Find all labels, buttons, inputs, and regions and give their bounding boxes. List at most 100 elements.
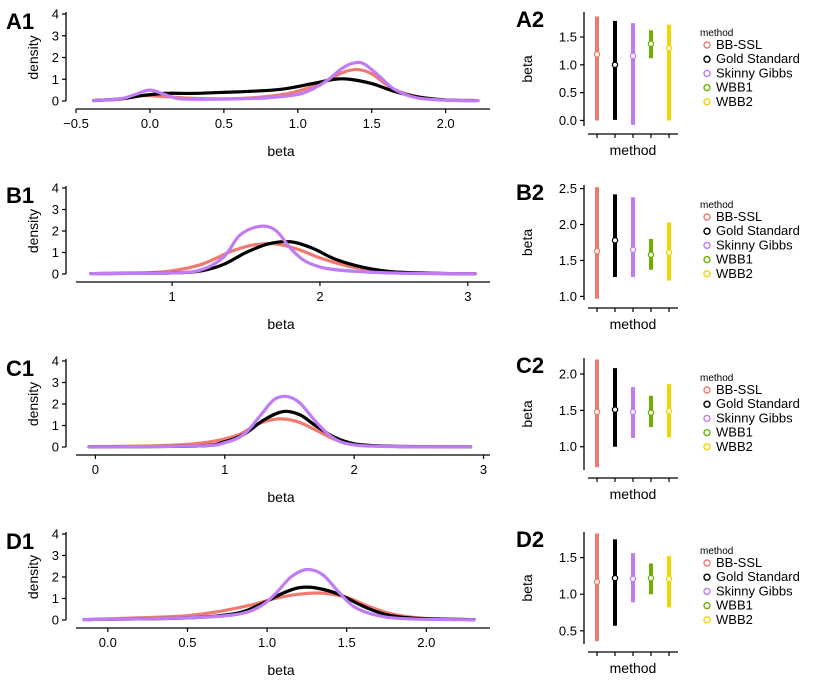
- legend-key-bb-ssl: [703, 559, 711, 567]
- legend-key-wbb2: [703, 443, 711, 451]
- x-tick-label: 3: [464, 289, 471, 304]
- x-tick-label: 0.5: [178, 635, 196, 650]
- x-tick-label: −0.5: [63, 116, 89, 131]
- y-tick-label: 1: [52, 72, 59, 87]
- point-estimate-skinny-gibbs: [629, 408, 637, 416]
- legend-label-skinny-gibbs: Skinny Gibbs: [716, 65, 793, 80]
- point-estimate-wbb2: [665, 249, 673, 256]
- legend-label-wbb2: WBB2: [716, 612, 753, 627]
- point-estimate-gold-standard: [611, 574, 619, 582]
- y-axis-title: beta: [519, 55, 535, 82]
- panel-label: C2: [516, 353, 544, 378]
- x-axis-title: beta: [267, 316, 294, 332]
- y-tick-label: 3: [52, 28, 59, 43]
- point-estimate-wbb1: [647, 409, 655, 416]
- x-tick-label: 2.0: [437, 116, 455, 131]
- y-tick-label: 0: [52, 440, 59, 455]
- y-tick-label: 1: [52, 591, 59, 606]
- legend-label-gold-standard: Gold Standard: [716, 396, 800, 411]
- x-tick-label: 2: [316, 289, 323, 304]
- x-tick-label: 2: [351, 462, 358, 477]
- legend-label-bb-ssl: BB-SSL: [716, 382, 762, 397]
- legend-label-bb-ssl: BB-SSL: [716, 37, 762, 52]
- x-axis-title: method: [610, 486, 657, 502]
- y-axis-title: density: [25, 209, 41, 253]
- point-estimate-skinny-gibbs: [629, 575, 637, 583]
- density-line-bb-ssl: [82, 591, 476, 622]
- panel-B1: B1 0 1 2 3 4 1 2 3 density beta: [6, 181, 490, 332]
- legend-label-skinny-gibbs: Skinny Gibbs: [716, 237, 793, 252]
- x-axis-title: beta: [267, 489, 294, 505]
- y-tick-label: 1.0: [559, 57, 577, 72]
- legend-label-wbb1: WBB1: [716, 252, 753, 267]
- y-tick-label: 0: [52, 267, 59, 282]
- point-estimate-skinny-gibbs: [629, 246, 637, 253]
- y-tick-label: 0.0: [559, 113, 577, 128]
- density-line-skinny-gibbs: [92, 60, 480, 103]
- legend-title: method: [700, 373, 733, 384]
- y-axis-title: density: [25, 555, 41, 599]
- panel-label: C1: [6, 356, 34, 381]
- legend-key-gold-standard: [703, 55, 711, 63]
- y-tick-label: 0: [52, 94, 59, 109]
- legend-key-wbb2: [703, 616, 711, 624]
- point-estimate-gold-standard: [611, 406, 619, 413]
- x-tick-label: 0.0: [99, 635, 117, 650]
- y-tick-label: 4: [52, 354, 59, 369]
- y-tick-label: 0: [52, 613, 59, 628]
- y-tick-label: 1.0: [559, 439, 577, 454]
- point-estimate-wbb1: [647, 251, 655, 258]
- legend-key-gold-standard: [703, 227, 711, 235]
- x-axis-title: method: [610, 660, 657, 676]
- density-line-skinny-gibbs: [82, 567, 476, 622]
- x-tick-label: 0.0: [141, 116, 159, 131]
- point-estimate-bb-ssl: [593, 247, 601, 255]
- panel-label: A1: [6, 9, 34, 34]
- legend-key-skinny-gibbs: [703, 414, 711, 423]
- y-tick-label: 4: [52, 181, 59, 196]
- y-tick-label: 1.5: [559, 253, 577, 268]
- panel-A2: A20.00.51.01.5betamethodmethodBB-SSLGold…: [516, 7, 800, 158]
- point-estimate-gold-standard: [611, 61, 619, 69]
- y-tick-label: 4: [52, 527, 59, 542]
- legend-label-wbb1: WBB1: [716, 425, 753, 440]
- legend-key-wbb1: [703, 428, 711, 437]
- x-axis-title: method: [610, 316, 657, 332]
- legend-key-wbb1: [703, 601, 711, 610]
- y-tick-label: 1.5: [559, 30, 577, 45]
- x-tick-label: 0.5: [215, 116, 233, 131]
- legend-title: method: [700, 28, 733, 39]
- x-tick-label: 0: [92, 462, 99, 477]
- legend-label-wbb1: WBB1: [716, 80, 753, 95]
- point-estimate-wbb1: [647, 574, 655, 582]
- density-line-gold-standard: [87, 409, 473, 449]
- panel-label: A2: [516, 7, 544, 32]
- y-tick-label: 3: [52, 202, 59, 217]
- legend-key-bb-ssl: [703, 213, 711, 221]
- y-tick-label: 2: [52, 224, 59, 239]
- y-tick-label: 1.0: [559, 289, 577, 304]
- legend-key-skinny-gibbs: [703, 241, 711, 250]
- y-tick-label: 0.5: [559, 623, 577, 638]
- y-axis-title: beta: [519, 229, 535, 256]
- y-axis-title: beta: [519, 574, 535, 601]
- point-estimate-bb-ssl: [593, 578, 601, 586]
- panel-D1: D1 0 1 2 3 4 0.0 0.5 1.0 1.5 2.0 density beta: [6, 527, 490, 678]
- legend-label-bb-ssl: BB-SSL: [716, 209, 762, 224]
- legend-label-gold-standard: Gold Standard: [716, 223, 800, 238]
- point-estimate-wbb2: [665, 44, 673, 52]
- y-tick-label: 4: [52, 7, 59, 22]
- x-axis-title: beta: [267, 662, 294, 678]
- legend-key-skinny-gibbs: [703, 69, 711, 78]
- y-tick-label: 1.0: [559, 587, 577, 602]
- x-tick-label: 1: [221, 462, 228, 477]
- panel-A1: A1 0 1 2 3 4 −0.5 0.0 0.5 1.0 1.5 2.0 density beta: [6, 7, 490, 159]
- y-tick-label: 3: [52, 375, 59, 390]
- y-tick-label: 0.5: [559, 85, 577, 100]
- legend-title: method: [700, 200, 733, 211]
- panel-label: B1: [6, 183, 34, 208]
- legend-key-gold-standard: [703, 573, 711, 581]
- legend-key-wbb1: [703, 83, 711, 92]
